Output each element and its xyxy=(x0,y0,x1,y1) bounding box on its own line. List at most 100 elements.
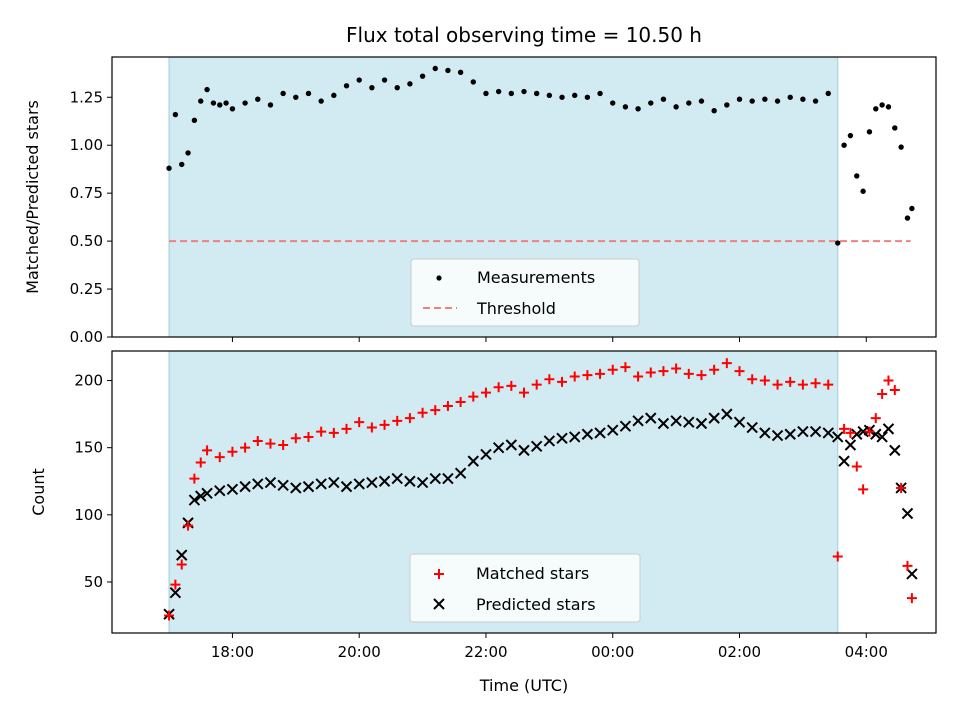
matched-point xyxy=(785,376,796,387)
y-tick-label: 100 xyxy=(74,506,103,524)
matched-point xyxy=(366,422,377,433)
ratio-y-ticks: 0.00 0.25 0.50 0.75 1.00 1.25 xyxy=(70,88,112,346)
measurement-point xyxy=(521,88,527,95)
predicted-point xyxy=(214,484,226,497)
predicted-point xyxy=(252,478,264,490)
measurement-point xyxy=(835,240,841,246)
measurement-point xyxy=(892,125,898,131)
matched-point xyxy=(303,431,314,442)
predicted-point xyxy=(188,494,201,506)
predicted-point xyxy=(277,479,289,491)
measurement-point xyxy=(572,92,578,99)
x-tick-label: 20:00 xyxy=(338,643,381,661)
measurement-point xyxy=(179,161,185,168)
predicted-point xyxy=(226,483,239,496)
measurement-point xyxy=(724,102,730,108)
measurement-point xyxy=(622,104,629,110)
predicted-point xyxy=(695,417,708,430)
measurement-point xyxy=(825,90,831,97)
matched-point xyxy=(683,368,694,379)
measurement-point xyxy=(331,92,337,99)
count-y-axis-label: Count xyxy=(29,468,48,516)
predicted-point xyxy=(838,455,850,467)
matched-point xyxy=(252,435,263,446)
ratio-legend-box xyxy=(410,258,640,327)
matched-point xyxy=(823,379,834,390)
measurement-point xyxy=(381,77,388,83)
predicted-point xyxy=(906,568,918,580)
matched-point xyxy=(328,427,339,438)
matched-point xyxy=(845,427,856,438)
matched-point xyxy=(645,367,656,378)
predicted-point xyxy=(619,420,632,432)
measurement-point xyxy=(223,100,229,106)
matched-point xyxy=(896,482,907,493)
measurement-point xyxy=(736,96,743,102)
measurement-point xyxy=(242,100,248,106)
predicted-point xyxy=(889,444,901,457)
predicted-point xyxy=(391,472,403,485)
measurement-point xyxy=(904,215,911,221)
matched-point xyxy=(721,358,732,369)
matched-point xyxy=(747,374,758,385)
legend-predicted-label: Predicted stars xyxy=(476,595,596,614)
matched-point xyxy=(417,407,428,418)
predicted-point xyxy=(784,428,796,440)
matched-point xyxy=(544,374,555,385)
legend-measurements-marker xyxy=(436,275,442,281)
legend-predicted-marker xyxy=(433,598,445,610)
measurement-point xyxy=(166,165,172,171)
matched-point xyxy=(404,413,415,424)
predicted-point xyxy=(315,478,327,490)
y-tick-label: 50 xyxy=(84,573,103,591)
predicted-point xyxy=(353,478,365,490)
predicted-point xyxy=(429,472,441,485)
matched-point xyxy=(839,423,850,434)
ratio-legend: Measurements Threshold xyxy=(410,258,640,327)
predicted-point xyxy=(844,439,857,451)
legend-measurements-label: Measurements xyxy=(477,268,595,287)
y-tick-label: 0.00 xyxy=(70,328,103,346)
predicted-point xyxy=(416,476,429,489)
matched-point xyxy=(906,593,917,604)
measurement-point xyxy=(635,106,641,112)
matched-point xyxy=(759,375,770,386)
predicted-point xyxy=(340,480,353,493)
measurement-point xyxy=(533,90,540,97)
matched-point xyxy=(810,378,821,389)
count-marks xyxy=(163,358,918,621)
legend-matched-marker xyxy=(434,569,444,579)
predicted-point xyxy=(607,424,619,436)
measurement-point xyxy=(698,98,705,104)
predicted-point xyxy=(581,428,594,440)
legend-matched-label: Matched stars xyxy=(476,564,589,583)
measurement-point xyxy=(898,144,904,150)
ratio-y-axis-label: Matched/Predicted stars xyxy=(23,100,42,294)
matched-point xyxy=(709,364,720,375)
matched-point xyxy=(227,446,238,457)
measurement-point xyxy=(762,96,768,102)
matched-point xyxy=(341,423,352,434)
measurement-point xyxy=(860,188,866,194)
panel-counts: 50 100 150 200 18:00 20:00 22:00 00:00 02:00 04:… xyxy=(29,350,937,695)
predicted-point xyxy=(809,425,822,438)
matched-point xyxy=(392,415,403,426)
predicted-point xyxy=(505,439,518,451)
predicted-point xyxy=(530,440,543,453)
matched-point xyxy=(797,379,808,390)
measurement-point xyxy=(787,94,793,100)
measurement-point xyxy=(198,98,204,104)
measurement-point xyxy=(293,94,299,100)
x-tick-label: 02:00 xyxy=(718,643,761,661)
matched-point xyxy=(278,440,289,450)
matched-point xyxy=(671,363,682,374)
panel-ratio-frame xyxy=(111,56,937,338)
matched-point xyxy=(214,452,225,463)
predicted-point xyxy=(454,467,467,479)
measurement-point xyxy=(673,104,679,110)
matched-point xyxy=(582,370,593,381)
measurement-point xyxy=(318,98,324,104)
measurement-point xyxy=(711,107,717,114)
predicted-point xyxy=(645,412,657,424)
